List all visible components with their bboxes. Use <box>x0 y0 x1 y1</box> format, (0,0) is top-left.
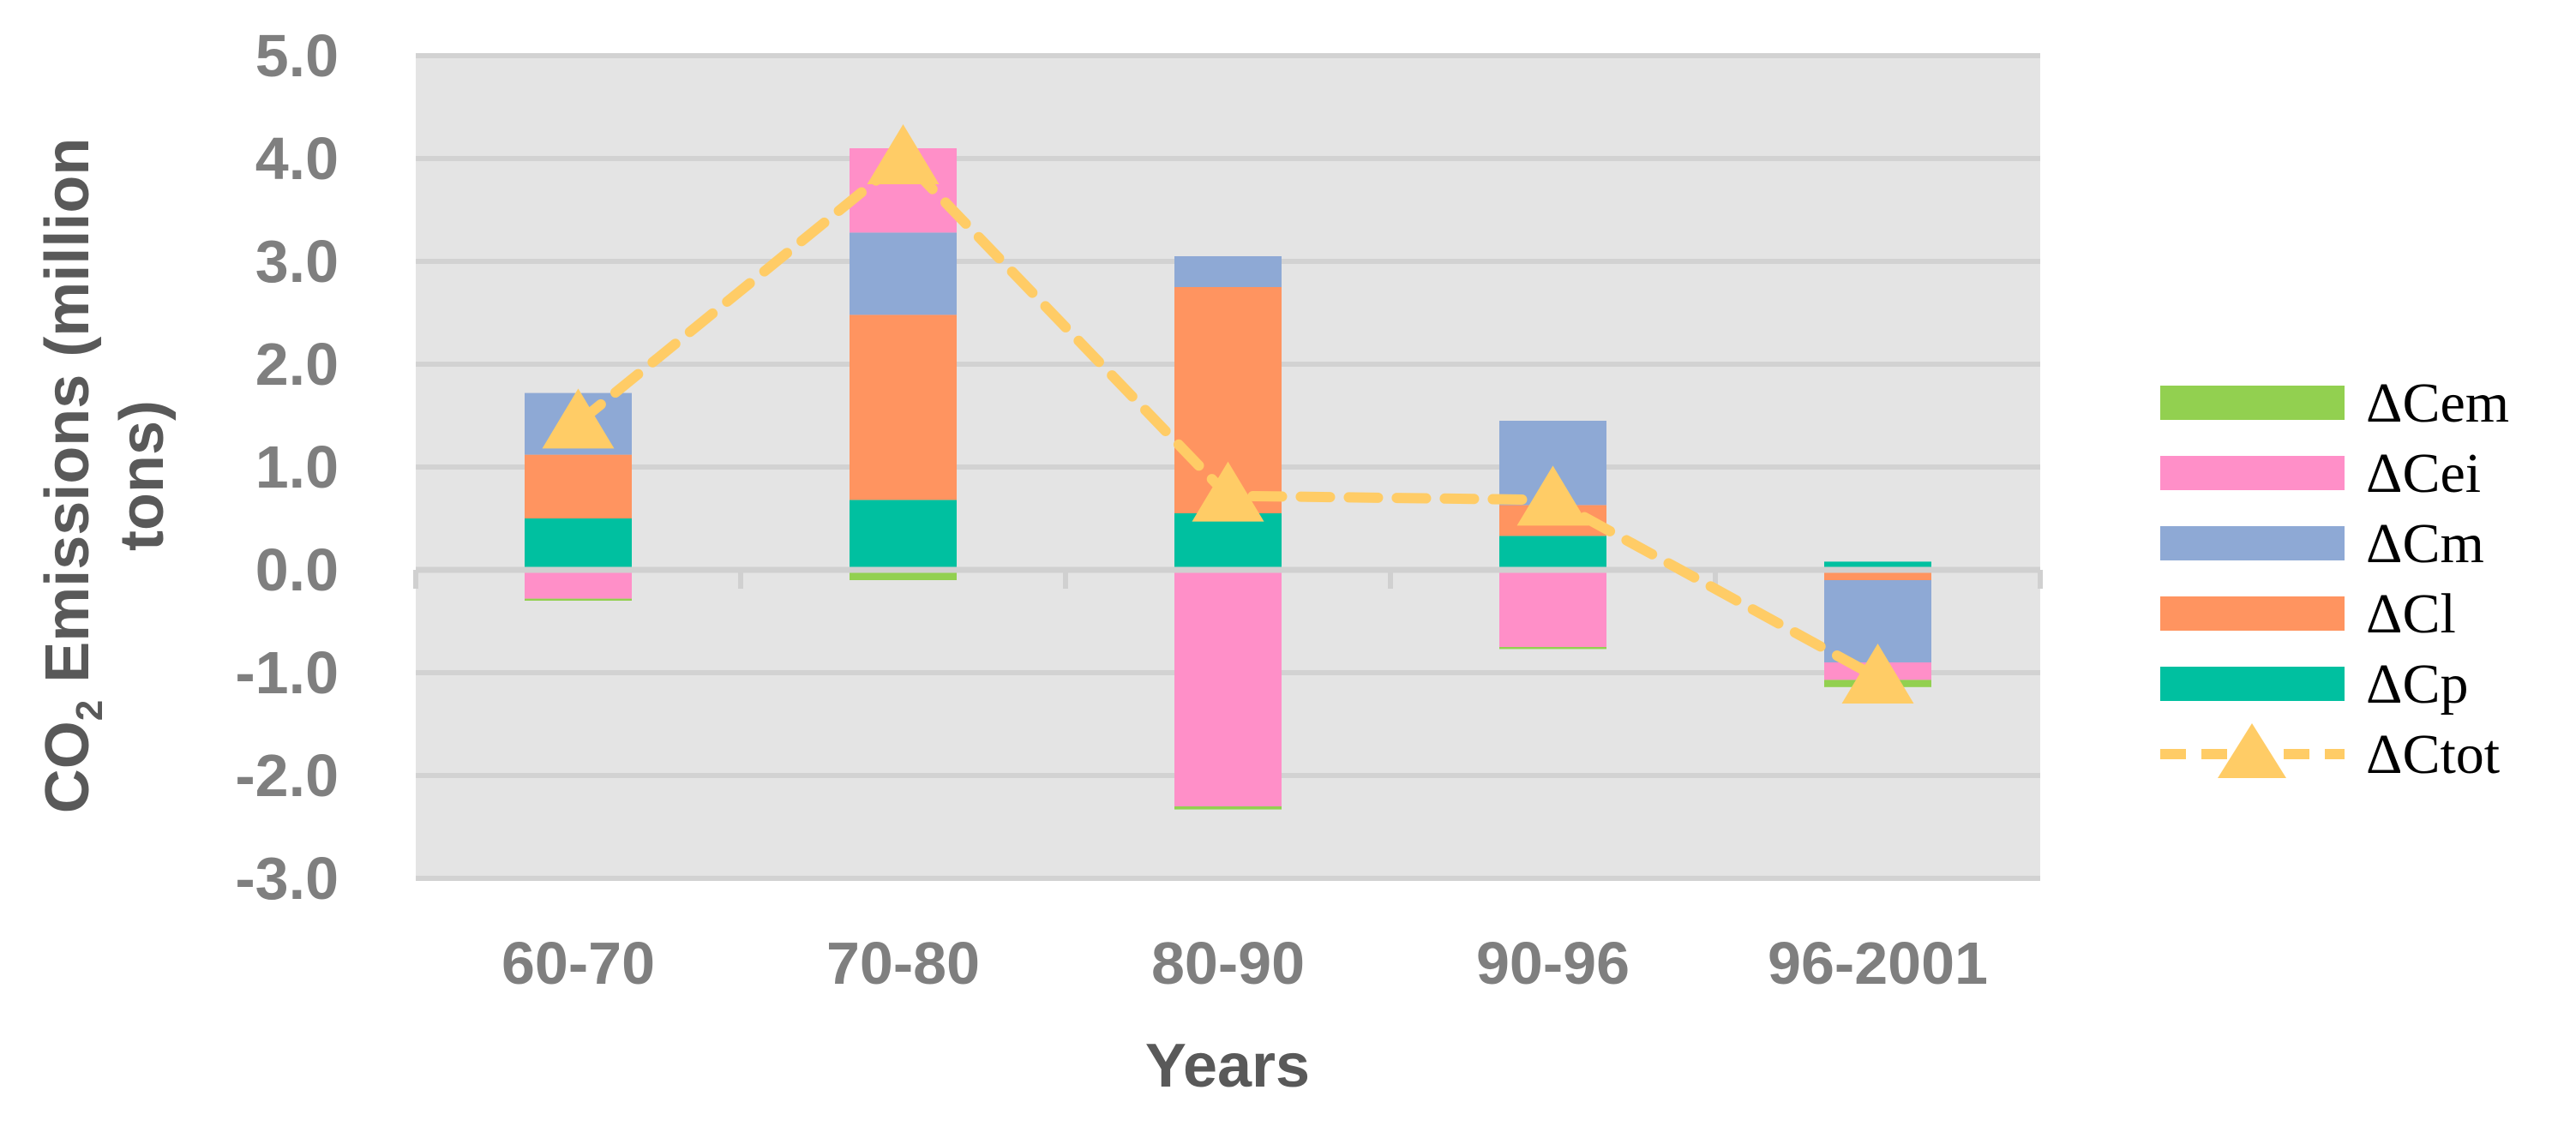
total-line <box>542 124 1914 704</box>
bar-segment <box>1174 806 1282 810</box>
y-tick-label: 1.0 <box>255 434 339 500</box>
bar-segment <box>525 518 632 570</box>
bar-segment <box>525 570 632 599</box>
bar-segment <box>1174 570 1282 806</box>
total-line-marker <box>1516 465 1589 526</box>
total-line-marker <box>1192 461 1264 522</box>
x-axis-title: Years <box>1145 1032 1310 1100</box>
legend-label: ΔCl <box>2366 583 2456 645</box>
y-axis-title-line2: tons) <box>108 400 177 551</box>
legend-swatch <box>2160 456 2345 490</box>
bar-segment <box>1499 647 1606 650</box>
y-axis-title: CO2 Emissions (million <box>33 138 111 814</box>
legend-swatch <box>2160 667 2345 701</box>
bar-segment <box>1499 536 1606 570</box>
legend-label: ΔCm <box>2366 512 2484 575</box>
bar-segment <box>1174 513 1282 570</box>
bar-segment <box>850 500 957 570</box>
legend-label: ΔCp <box>2366 653 2468 716</box>
y-axis-title-subscript: 2 <box>69 700 111 721</box>
total-line-marker <box>1841 644 1914 704</box>
x-tick-label: 80-90 <box>1151 930 1305 997</box>
legend-label: ΔCem <box>2366 372 2509 434</box>
legend-label: ΔCei <box>2366 442 2481 505</box>
total-line-marker <box>542 388 615 449</box>
legend-swatch <box>2160 596 2345 631</box>
bar-segment <box>850 232 957 315</box>
bar-segment <box>1499 570 1606 647</box>
bar-segment <box>525 454 632 518</box>
legend-line-marker <box>2218 723 2286 778</box>
legend-label: ΔCtot <box>2366 723 2500 786</box>
x-tick-label: 96-2001 <box>1768 930 1988 997</box>
total-line-marker <box>867 124 940 184</box>
legend: ΔCem ΔCei ΔCm ΔCl ΔCp ΔCtot <box>2160 372 2509 786</box>
bar-segment <box>525 598 632 601</box>
x-tick-label: 90-96 <box>1476 930 1630 997</box>
y-tick-label: -2.0 <box>235 742 339 809</box>
x-tick-labels: 60-70 70-80 80-90 90-96 96-2001 <box>501 930 1988 997</box>
x-tick-label: 70-80 <box>826 930 980 997</box>
x-tick-label: 60-70 <box>501 930 655 997</box>
y-tick-label: 2.0 <box>255 331 339 398</box>
bars <box>525 148 1931 810</box>
y-tick-label: 0.0 <box>255 536 339 603</box>
y-tick-label: -1.0 <box>235 639 339 706</box>
y-tick-label: 5.0 <box>255 22 339 89</box>
y-tick-label: -3.0 <box>235 845 339 912</box>
y-tick-label: 3.0 <box>255 228 339 295</box>
bar-segment <box>1824 561 1931 570</box>
bar-segment <box>850 314 957 500</box>
bar-segment <box>1174 256 1282 287</box>
legend-swatch <box>2160 386 2345 420</box>
y-tick-labels: 5.0 4.0 3.0 2.0 1.0 0.0 -1.0 -2.0 -3.0 <box>235 22 339 912</box>
y-tick-label: 4.0 <box>255 125 339 192</box>
y-axis-title-rest: Emissions (million <box>33 138 102 700</box>
legend-swatch <box>2160 526 2345 560</box>
y-axis-title-co: CO <box>33 721 102 813</box>
